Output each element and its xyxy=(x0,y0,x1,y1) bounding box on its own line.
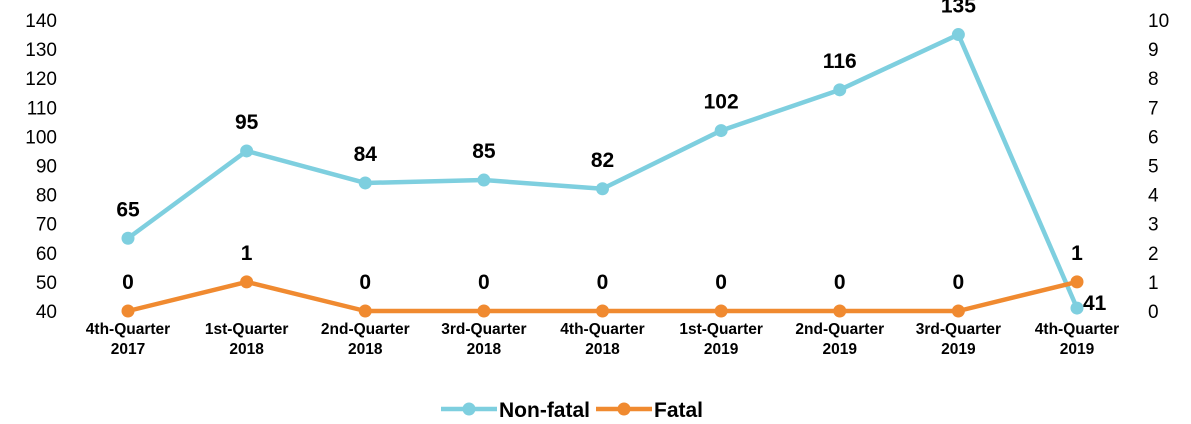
left-tick-label: 40 xyxy=(36,302,57,323)
fatal-point xyxy=(596,304,609,318)
left-tick-label: 90 xyxy=(36,157,57,178)
left-tick-label: 100 xyxy=(25,127,57,148)
fatal-point xyxy=(358,304,372,318)
left-tick-label: 110 xyxy=(27,98,57,119)
non-fatal-data-label: 82 xyxy=(591,149,614,172)
fatal-data-label: 1 xyxy=(241,242,253,265)
left-tick-label: 120 xyxy=(25,69,57,90)
fatal-data-label: 0 xyxy=(597,271,609,294)
left-tick-label: 70 xyxy=(36,215,57,236)
x-axis-categories: 4th-Quarter 2017 1st-Quarter 2018 2nd-Quarte… xyxy=(86,321,1119,358)
right-tick-label: 7 xyxy=(1148,98,1159,119)
non-fatal-data-label: 116 xyxy=(823,50,857,73)
category-label: 4th-Quarter 2019 xyxy=(1035,321,1119,358)
non-fatal-data-label: 95 xyxy=(235,111,259,134)
right-tick-label: 4 xyxy=(1148,186,1159,207)
right-tick-label: 0 xyxy=(1148,302,1159,323)
left-tick-label: 60 xyxy=(36,244,57,265)
non-fatal-point xyxy=(1070,301,1084,315)
non-fatal-legend-label: Non-fatal xyxy=(499,399,590,422)
category-label: 3rd-Quarter 2019 xyxy=(916,321,1001,358)
right-tick-label: 9 xyxy=(1148,40,1159,61)
category-label: 2nd-Quarter 2019 xyxy=(795,321,884,358)
series-points xyxy=(121,28,1084,318)
series-lines xyxy=(125,32,1080,314)
fatal-point xyxy=(714,304,728,318)
fatal-point xyxy=(121,304,135,318)
non-fatal-point xyxy=(121,231,135,245)
right-tick-label: 5 xyxy=(1148,157,1159,178)
non-fatal-legend-marker xyxy=(462,402,476,416)
left-axis-ticks: 40 50 60 70 80 90 100 110 120 130 140 xyxy=(25,11,57,323)
fatal-point xyxy=(833,304,847,318)
fatal-data-label: 0 xyxy=(715,271,727,294)
right-tick-label: 10 xyxy=(1148,11,1169,32)
non-fatal-point xyxy=(358,176,372,190)
non-fatal-data-label: 84 xyxy=(354,143,378,166)
left-tick-label: 130 xyxy=(25,40,57,61)
fatal-point xyxy=(240,275,254,289)
legend: Non-fatal Fatal xyxy=(441,399,703,422)
non-fatal-data-label: 135 xyxy=(941,0,976,18)
right-tick-label: 2 xyxy=(1148,244,1159,265)
fatal-data-label: 0 xyxy=(478,271,490,294)
left-tick-label: 80 xyxy=(36,186,57,207)
non-fatal-point xyxy=(477,173,491,187)
category-label: 1st-Quarter 2019 xyxy=(679,321,763,358)
category-label: 1st-Quarter 2018 xyxy=(205,321,289,358)
right-tick-label: 1 xyxy=(1148,273,1159,294)
fatal-data-label: 0 xyxy=(359,271,371,294)
fatal-data-label: 0 xyxy=(122,271,134,294)
category-label: 4th-Quarter 2018 xyxy=(560,321,644,358)
non-fatal-data-label: 41 xyxy=(1083,292,1107,315)
fatal-point xyxy=(1070,275,1084,289)
fatal-data-label: 0 xyxy=(953,271,965,294)
right-tick-label: 8 xyxy=(1148,69,1159,90)
right-axis-ticks: 0 1 2 3 4 5 6 7 8 9 10 xyxy=(1148,11,1169,323)
category-label: 4th-Quarter 2017 xyxy=(86,321,170,358)
fatal-point xyxy=(951,304,965,318)
non-fatal-data-label: 85 xyxy=(472,140,496,163)
category-label: 2nd-Quarter 2018 xyxy=(321,321,410,358)
non-fatal-point xyxy=(240,144,254,158)
fatal-data-label: 1 xyxy=(1071,242,1083,265)
data-labels: 65 95 84 85 82 102 116 135 41 0 1 0 0 0 0 0 0 1 xyxy=(116,0,1106,315)
fatal-legend-marker xyxy=(617,402,631,416)
right-tick-label: 3 xyxy=(1148,215,1159,236)
left-tick-label: 140 xyxy=(25,11,57,32)
left-tick-label: 50 xyxy=(36,273,57,294)
non-fatal-data-label: 102 xyxy=(704,91,739,114)
non-fatal-point xyxy=(951,28,965,42)
non-fatal-point xyxy=(596,182,609,196)
category-label: 3rd-Quarter 2018 xyxy=(441,321,526,358)
non-fatal-data-label: 65 xyxy=(116,198,140,221)
fatal-point xyxy=(477,304,491,318)
non-fatal-point xyxy=(833,83,847,97)
non-fatal-point xyxy=(714,124,728,138)
right-tick-label: 6 xyxy=(1148,127,1159,148)
fatal-data-label: 0 xyxy=(834,271,846,294)
fatal-legend-label: Fatal xyxy=(654,399,703,422)
